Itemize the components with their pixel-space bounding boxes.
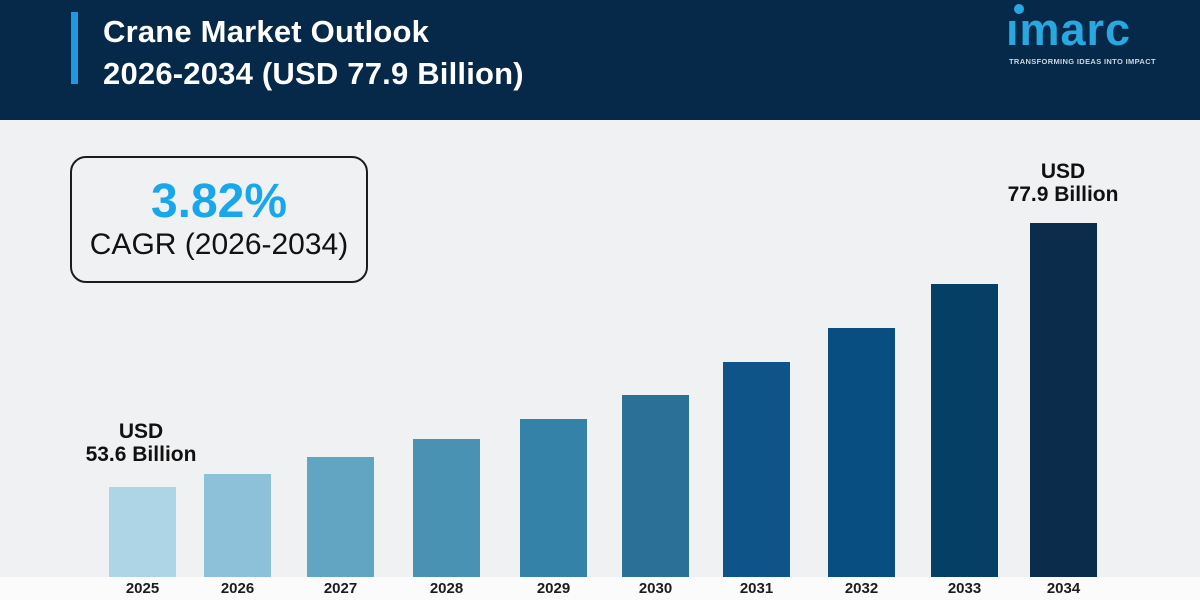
cagr-value: 3.82% [150, 174, 288, 228]
bar-2028 [413, 439, 480, 577]
x-tick-2027: 2027 [323, 580, 358, 597]
imarc-logo: ımarc TRANSFORMING IDEAS INTO IMPACT [1006, 0, 1166, 80]
bar-2029 [520, 419, 587, 577]
bar-2034 [1030, 223, 1097, 577]
value-label-2025-line2: 53.6 Billion [85, 443, 197, 466]
x-tick-2025: 2025 [125, 580, 160, 597]
value-label-2034-line1: USD [1040, 160, 1086, 183]
x-tick-2030: 2030 [638, 580, 673, 597]
logo-wordmark: ımarc [1006, 4, 1132, 55]
value-label-2034: USD 77.9 Billion [1008, 160, 1119, 206]
cagr-callout-box: 3.82% CAGR (2026-2034) [70, 156, 368, 283]
axis-baseline-strip [0, 577, 1200, 600]
logo-tagline: TRANSFORMING IDEAS INTO IMPACT [1009, 57, 1156, 66]
logo-dot-icon [1014, 4, 1024, 14]
value-label-2025-line1: USD [118, 420, 164, 443]
header-band: Crane Market Outlook 2026-2034 (USD 77.9… [0, 0, 1200, 120]
page-title: Crane Market Outlook 2026-2034 (USD 77.9… [103, 11, 524, 95]
bar-2030 [622, 395, 689, 577]
title-accent-bar [71, 12, 78, 84]
bar-2027 [307, 457, 374, 577]
x-tick-2034: 2034 [1046, 580, 1081, 597]
x-tick-2033: 2033 [947, 580, 982, 597]
page-title-line1: Crane Market Outlook [103, 14, 430, 49]
page-title-line2: 2026-2034 (USD 77.9 Billion) [103, 56, 524, 91]
value-label-2025: USD 53.6 Billion [86, 420, 197, 466]
value-label-2034-line2: 77.9 Billion [1007, 183, 1119, 206]
x-tick-2026: 2026 [220, 580, 255, 597]
x-tick-2028: 2028 [429, 580, 464, 597]
x-tick-2032: 2032 [844, 580, 879, 597]
cagr-label: CAGR (2026-2034) [89, 227, 349, 261]
bar-2031 [723, 362, 790, 577]
bar-2032 [828, 328, 895, 577]
bar-2025 [109, 487, 176, 577]
bar-2026 [204, 474, 271, 577]
x-tick-2031: 2031 [739, 580, 774, 597]
bar-2033 [931, 284, 998, 577]
x-tick-2029: 2029 [536, 580, 571, 597]
